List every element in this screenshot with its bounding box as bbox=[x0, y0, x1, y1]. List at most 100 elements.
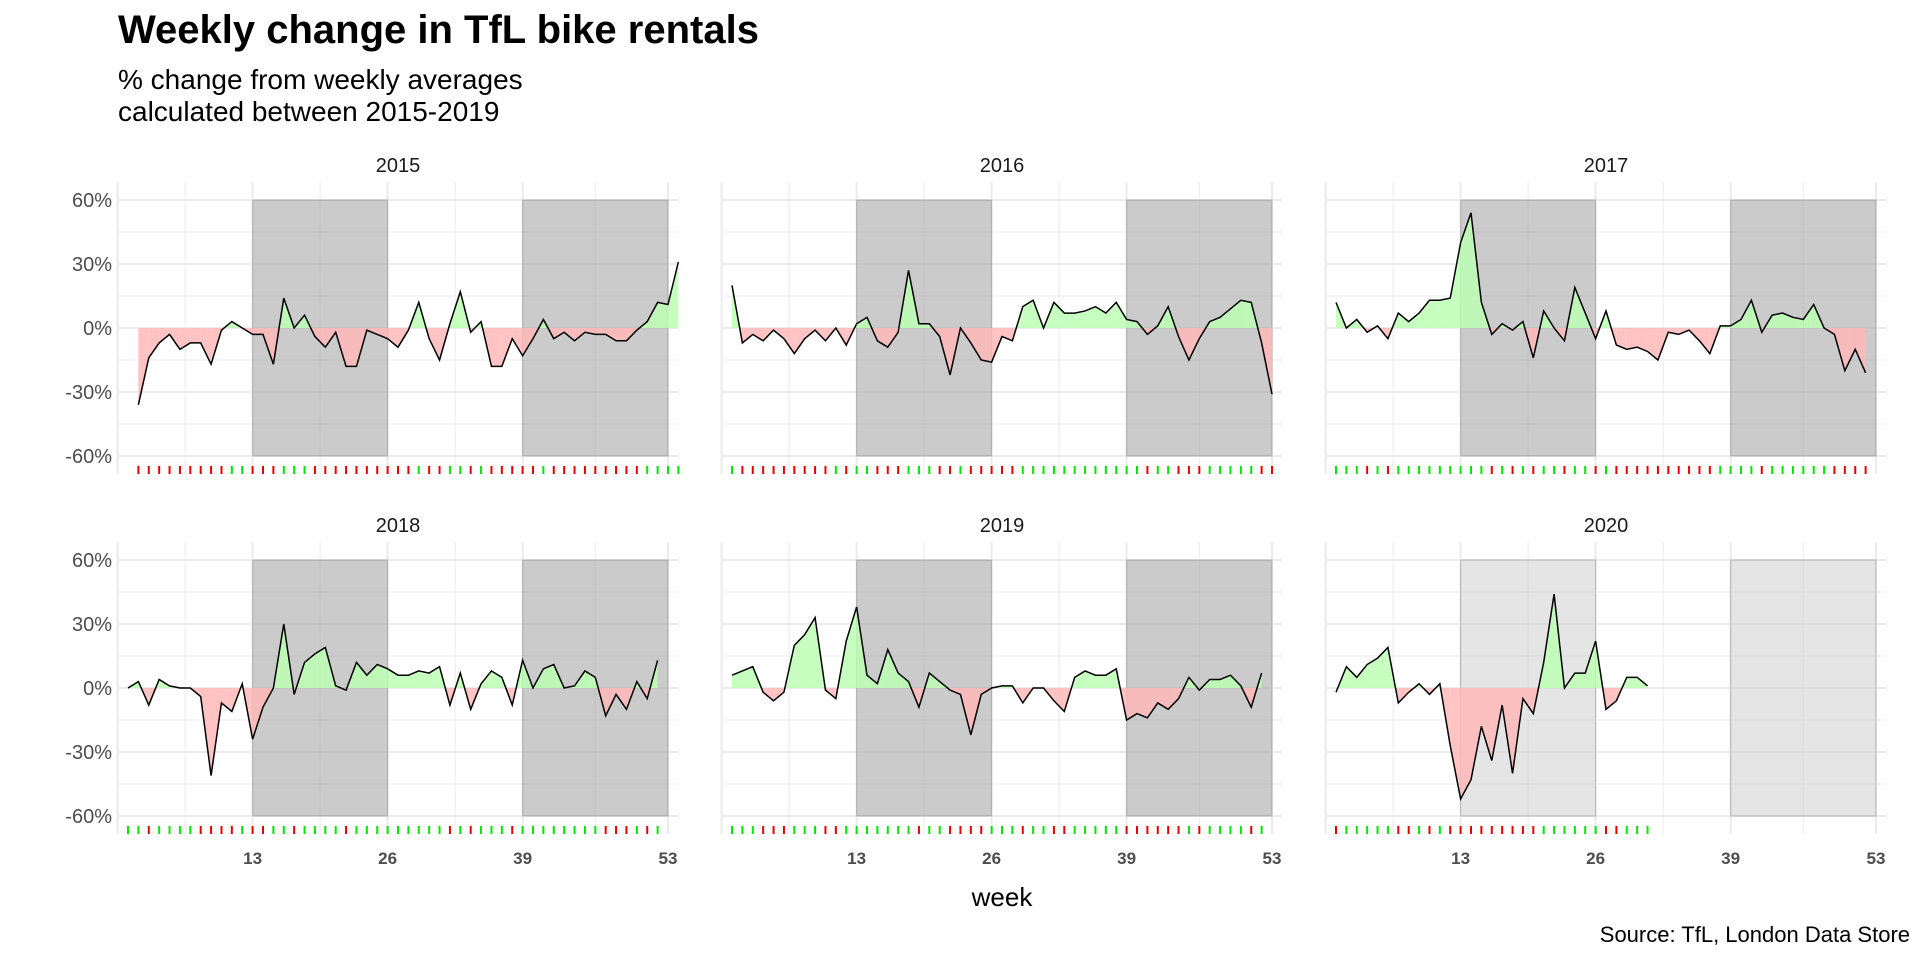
area-positive-segment bbox=[1209, 679, 1221, 688]
area-positive-segment bbox=[366, 664, 378, 688]
series-line bbox=[137, 261, 680, 405]
area-positive-segment bbox=[918, 323, 930, 328]
area-positive-segment bbox=[1626, 677, 1638, 688]
area-positive-segment bbox=[856, 317, 867, 328]
area-negative-segment bbox=[1855, 328, 1866, 373]
area-positive-segment bbox=[1460, 212, 1471, 328]
area-positive-segment bbox=[1367, 658, 1378, 688]
area-positive-segment bbox=[1085, 306, 1096, 328]
area-negative-segment bbox=[522, 328, 533, 356]
area-negative-segment bbox=[1606, 688, 1617, 710]
series-line bbox=[731, 606, 1263, 736]
area-positive-segment bbox=[491, 670, 502, 688]
area-positive-segment bbox=[398, 675, 409, 688]
area-positive-segment bbox=[898, 673, 909, 688]
area-negative-segment bbox=[1616, 328, 1627, 350]
x-tick-label: 26 bbox=[982, 849, 1001, 868]
y-tick-label: 0% bbox=[83, 678, 112, 700]
x-tick-label: 26 bbox=[1586, 849, 1605, 868]
area-negative-segment bbox=[605, 328, 617, 341]
area-negative-segment bbox=[1647, 328, 1658, 360]
area-negative-segment bbox=[794, 328, 805, 354]
area-negative-segment bbox=[491, 328, 502, 367]
facet-panel-2015: 2015 -60% -30% 0% 30% 60% bbox=[65, 155, 680, 474]
area-negative-segment bbox=[1699, 328, 1710, 354]
area-positive-segment bbox=[1074, 310, 1086, 328]
area-positive-segment bbox=[356, 662, 367, 688]
area-negative-segment bbox=[1137, 688, 1148, 718]
area-positive-segment bbox=[1105, 302, 1117, 328]
area-positive-segment bbox=[1022, 300, 1034, 328]
y-tick-label: -60% bbox=[65, 446, 112, 468]
area-positive-segment bbox=[418, 670, 430, 688]
area-negative-segment bbox=[159, 328, 170, 343]
area-negative-segment bbox=[200, 328, 212, 365]
area-negative-segment bbox=[991, 328, 1002, 363]
area-positive-segment bbox=[1741, 300, 1752, 328]
area-positive-segment bbox=[1439, 298, 1451, 328]
area-positive-segment bbox=[1085, 670, 1096, 688]
subtitle-line-1: % change from weekly averages bbox=[118, 64, 523, 95]
facet-title: 2018 bbox=[376, 515, 421, 537]
area-positive-segment bbox=[1543, 594, 1555, 688]
area-positive-segment bbox=[1772, 313, 1783, 328]
series-line bbox=[1335, 594, 1649, 802]
series-line bbox=[1335, 212, 1867, 374]
area-positive-segment bbox=[1053, 302, 1065, 328]
x-tick-label: 39 bbox=[1117, 849, 1136, 868]
area-positive-segment bbox=[1408, 313, 1420, 328]
area-positive-segment bbox=[377, 664, 388, 688]
area-negative-segment bbox=[1637, 328, 1648, 352]
area-positive-segment bbox=[1095, 675, 1106, 688]
area-positive-segment bbox=[1116, 302, 1127, 328]
chart-title: Weekly change in TfL bike rentals bbox=[118, 8, 759, 52]
facet-panel-2019: 2019 13 26 39 53 bbox=[720, 515, 1282, 868]
x-tick-label: 53 bbox=[659, 849, 678, 868]
facet-panel-2018: 2018 -60% -30% 0% 30% 60% 13 26 39 53 bbox=[65, 515, 678, 868]
area-positive-segment bbox=[794, 634, 805, 688]
x-tick-label: 53 bbox=[1263, 849, 1282, 868]
area-positive-segment bbox=[647, 302, 658, 328]
area-negative-segment bbox=[752, 328, 764, 341]
area-negative-segment bbox=[1460, 688, 1471, 799]
area-negative-segment bbox=[574, 328, 585, 341]
x-tick-label: 39 bbox=[1721, 849, 1740, 868]
chart-caption: Source: TfL, London Data Store bbox=[1599, 922, 1910, 947]
area-positive-segment bbox=[657, 302, 668, 328]
x-tick-label: 13 bbox=[243, 849, 262, 868]
area-positive-segment bbox=[1792, 317, 1804, 328]
facet-panel-2020: 2020 13 26 39 53 bbox=[1324, 515, 1886, 868]
area-negative-segment bbox=[1844, 328, 1856, 371]
area-positive-segment bbox=[1803, 304, 1814, 328]
area-negative-segment bbox=[773, 688, 784, 701]
area-negative-segment bbox=[1491, 688, 1503, 761]
area-negative-segment bbox=[595, 328, 606, 335]
y-tick-label: -60% bbox=[65, 806, 112, 828]
facet-title: 2020 bbox=[1584, 515, 1629, 537]
series-line bbox=[127, 623, 659, 776]
y-tick-label: -30% bbox=[65, 382, 112, 404]
area-negative-segment bbox=[877, 328, 888, 348]
chart-subtitle: % change from weekly averages calculated… bbox=[118, 64, 523, 128]
area-negative-segment bbox=[616, 688, 627, 710]
area-positive-segment bbox=[1074, 670, 1086, 688]
y-tick-label: 0% bbox=[83, 318, 112, 340]
area-negative-segment bbox=[387, 328, 398, 348]
area-negative-segment bbox=[1188, 328, 1200, 360]
x-tick-label: 13 bbox=[1451, 849, 1470, 868]
area-positive-segment bbox=[804, 617, 816, 688]
area-negative-segment bbox=[763, 688, 774, 701]
subtitle-line-2: calculated between 2015-2019 bbox=[118, 96, 500, 127]
area-positive-segment bbox=[314, 647, 326, 688]
area-positive-segment bbox=[668, 261, 679, 328]
area-negative-segment bbox=[221, 688, 232, 712]
area-positive-segment bbox=[846, 606, 857, 688]
area-negative-segment bbox=[1626, 328, 1638, 350]
area-negative-segment bbox=[314, 328, 326, 348]
y-tick-label: 60% bbox=[72, 190, 112, 212]
area-negative-segment bbox=[564, 328, 575, 341]
area-negative-segment bbox=[981, 328, 992, 363]
area-positive-segment bbox=[1064, 313, 1075, 328]
series-line bbox=[731, 270, 1273, 395]
area-negative-segment bbox=[429, 328, 440, 360]
